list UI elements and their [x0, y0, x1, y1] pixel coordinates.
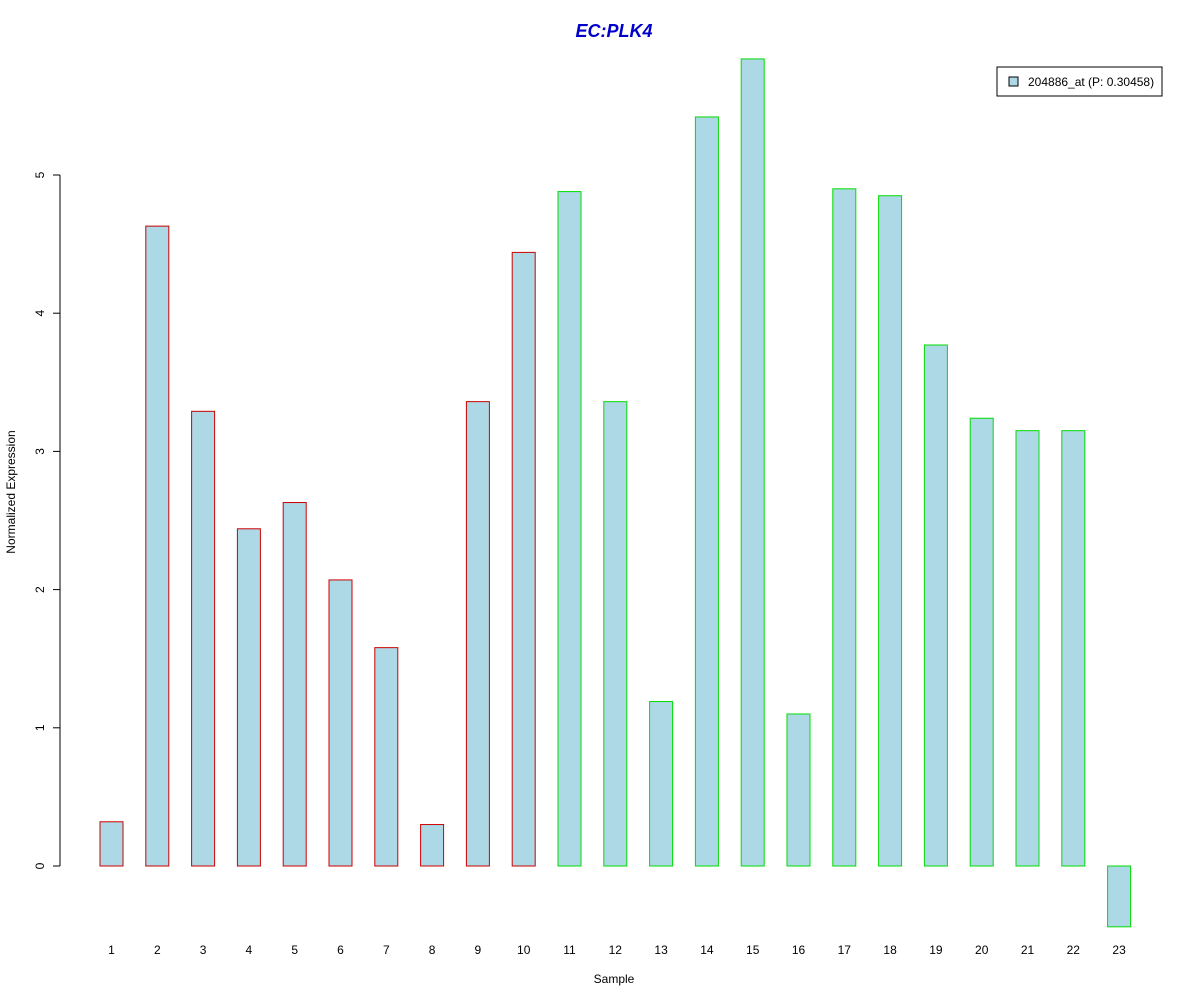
bar-sample-21: [1015, 430, 1040, 867]
y-tick-label: 2: [33, 586, 47, 593]
y-tick-label: 1: [33, 724, 47, 731]
bar-sample-2: [145, 225, 170, 867]
bar-sample-1: [99, 821, 124, 867]
x-tick-label: 7: [383, 943, 390, 957]
bar-sample-12: [603, 401, 628, 867]
x-tick-label: 10: [517, 943, 531, 957]
bar-sample-14: [694, 116, 719, 867]
x-tick-label: 12: [609, 943, 623, 957]
x-tick-label: 11: [563, 943, 576, 957]
y-tick-label: 3: [33, 448, 47, 455]
bar-sample-10: [511, 251, 536, 867]
x-tick-label: 18: [883, 943, 897, 957]
bar-sample-8: [420, 824, 445, 867]
bar-sample-9: [465, 401, 490, 867]
x-tick-label: 8: [429, 943, 436, 957]
bar-sample-20: [969, 417, 994, 867]
bar-sample-17: [832, 188, 857, 867]
x-tick-label: 4: [246, 943, 253, 957]
y-tick-label: 0: [33, 862, 47, 869]
x-axis-title: Sample: [594, 972, 635, 986]
x-tick-label: 23: [1112, 943, 1126, 957]
bar-sample-6: [328, 579, 353, 867]
bar-sample-3: [191, 410, 216, 867]
bar-sample-16: [786, 713, 811, 867]
legend-label: 204886_at (P: 0.30458): [1028, 75, 1154, 89]
y-tick-label: 5: [33, 171, 47, 178]
x-tick-label: 22: [1067, 943, 1081, 957]
x-tick-label: 1: [108, 943, 115, 957]
chart-title: EC:PLK4: [575, 21, 652, 41]
legend-swatch: [1008, 76, 1019, 87]
x-tick-label: 17: [838, 943, 852, 957]
bar-sample-5: [282, 502, 307, 867]
x-tick-label: 9: [475, 943, 482, 957]
y-axis: 0 1 2 3 4 5: [33, 171, 61, 869]
bar-sample-18: [878, 195, 903, 867]
x-tick-label: 19: [929, 943, 943, 957]
bar-sample-15: [740, 58, 765, 867]
bar-sample-23: [1107, 865, 1132, 928]
x-tick-label: 2: [154, 943, 161, 957]
x-tick-label: 3: [200, 943, 207, 957]
x-tick-label: 13: [654, 943, 668, 957]
x-tick-label: 21: [1021, 943, 1035, 957]
x-tick-label: 15: [746, 943, 760, 957]
x-tick-label: 6: [337, 943, 344, 957]
x-tick-label: 16: [792, 943, 806, 957]
bar-sample-7: [374, 647, 399, 867]
bar-sample-13: [649, 701, 674, 867]
x-tick-labels: 1 2 3 4 5 6 7 8 9 10 11 12 13 14 15 16 17 18 19 20 21 22 23: [108, 943, 1126, 957]
y-axis-title: Normalized Expression: [4, 430, 18, 553]
bar-sample-4: [236, 528, 261, 867]
y-tick-label: 4: [33, 310, 47, 317]
legend: 204886_at (P: 0.30458): [996, 66, 1163, 97]
x-tick-label: 20: [975, 943, 989, 957]
bar-sample-19: [923, 344, 948, 867]
bars-group: [99, 58, 1132, 928]
x-tick-label: 14: [700, 943, 714, 957]
bar-sample-11: [557, 191, 582, 867]
bar-sample-22: [1061, 430, 1086, 867]
x-tick-label: 5: [291, 943, 298, 957]
legend-box: [996, 66, 1163, 97]
